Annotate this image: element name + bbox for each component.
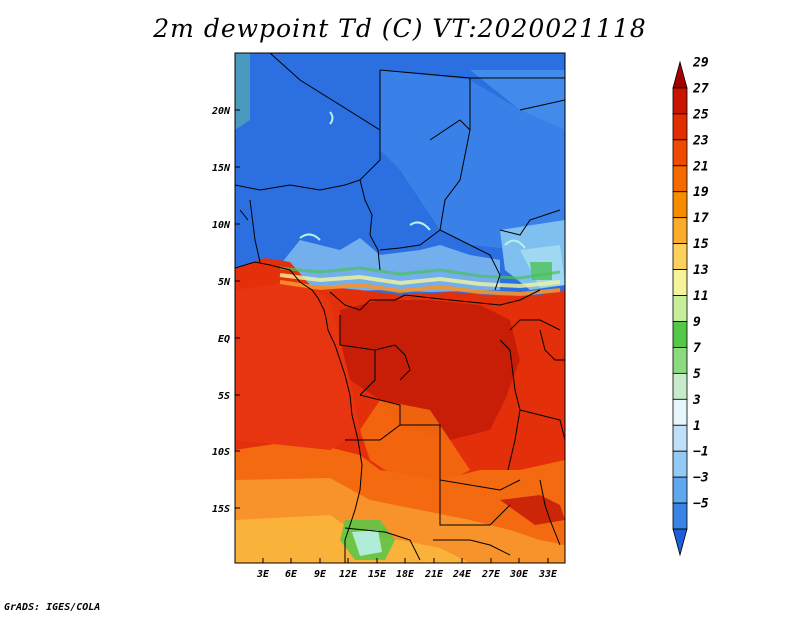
colorbar-label: 3 [692,393,701,408]
lat-label: 10N [212,220,231,231]
colorbar-swatch [672,372,688,400]
lon-label: 6E [285,569,298,580]
colorbar-swatch [672,269,688,296]
latitude-axis: 20N 15N 10N 5N EQ 5S 10S 15S [211,106,240,515]
lon-label: 21E [424,569,444,580]
colorbar-swatch [672,450,688,478]
lon-label: 24E [452,569,472,580]
colorbar-label: 13 [693,263,709,278]
colorbar-label: 17 [693,211,709,226]
colorbar-label: 11 [693,289,709,304]
colorbar-label: 1 [693,419,701,434]
chart-title: 2m dewpoint Td (C) VT:2020021118 [153,14,647,43]
lat-label: 15N [212,163,231,174]
lat-label: 5S [218,391,230,402]
colorbar-swatch [672,398,688,426]
colorbar-swatch [672,321,688,348]
colorbar-swatch [672,113,688,141]
colorbar-swatch [672,528,688,557]
colorbar-label: −1 [693,445,709,460]
plot-frame [234,52,566,564]
lon-label: 33E [538,569,558,580]
colorbar-label: 15 [693,237,709,252]
colorbar-swatch [672,191,688,219]
colorbar-label: 5 [693,367,701,382]
colorbar-swatch [672,165,688,193]
lat-label: 5N [218,277,231,288]
colorbar-swatch [672,424,688,452]
colorbar-label: 19 [693,185,709,200]
colorbar-label: −3 [693,471,709,486]
colorbar-swatch [672,502,688,530]
lon-label: 27E [481,569,501,580]
colorbar-label: 9 [693,315,701,330]
colorbar-swatch [672,87,688,115]
colorbar-swatch [672,476,688,504]
lon-label: 3E [256,569,270,580]
colorbar-label: −5 [693,497,709,512]
lon-label: 15E [368,569,387,580]
colorbar-swatch [672,295,688,322]
colorbar-swatch [672,217,688,245]
lat-label: 10S [212,447,230,458]
colorbar-swatch [672,139,688,167]
colorbar-label: 23 [692,133,709,148]
lat-label: 15S [212,504,230,515]
colorbar-swatch [672,243,688,270]
colorbar-label: 7 [693,341,701,356]
lat-label: 20N [211,106,231,117]
lon-label: 18E [396,569,415,580]
lat-label: EQ [218,334,230,345]
colorbar-label: 27 [692,81,709,96]
lon-label: 12E [339,569,358,580]
lon-label: 9E [314,569,327,580]
colorbar-swatch [672,60,688,89]
longitude-axis: 3E 6E 9E 12E 15E 18E 21E 24E 27E 30E 33E [256,558,558,580]
colorbar-label: 25 [692,107,709,122]
colorbar-label: 29 [692,56,709,71]
colorbar-swatch [672,347,688,374]
colorbar: 29 27 25 23 21 19 17 15 13 11 9 7 5 3 1 −1 −3 −5 [672,56,709,557]
colorbar-label: 21 [692,159,709,174]
grads-credit: GrADS: IGES/COLA [4,602,101,613]
dewpoint-field [235,53,565,563]
country-boundaries [235,53,565,563]
lon-label: 30E [509,569,529,580]
